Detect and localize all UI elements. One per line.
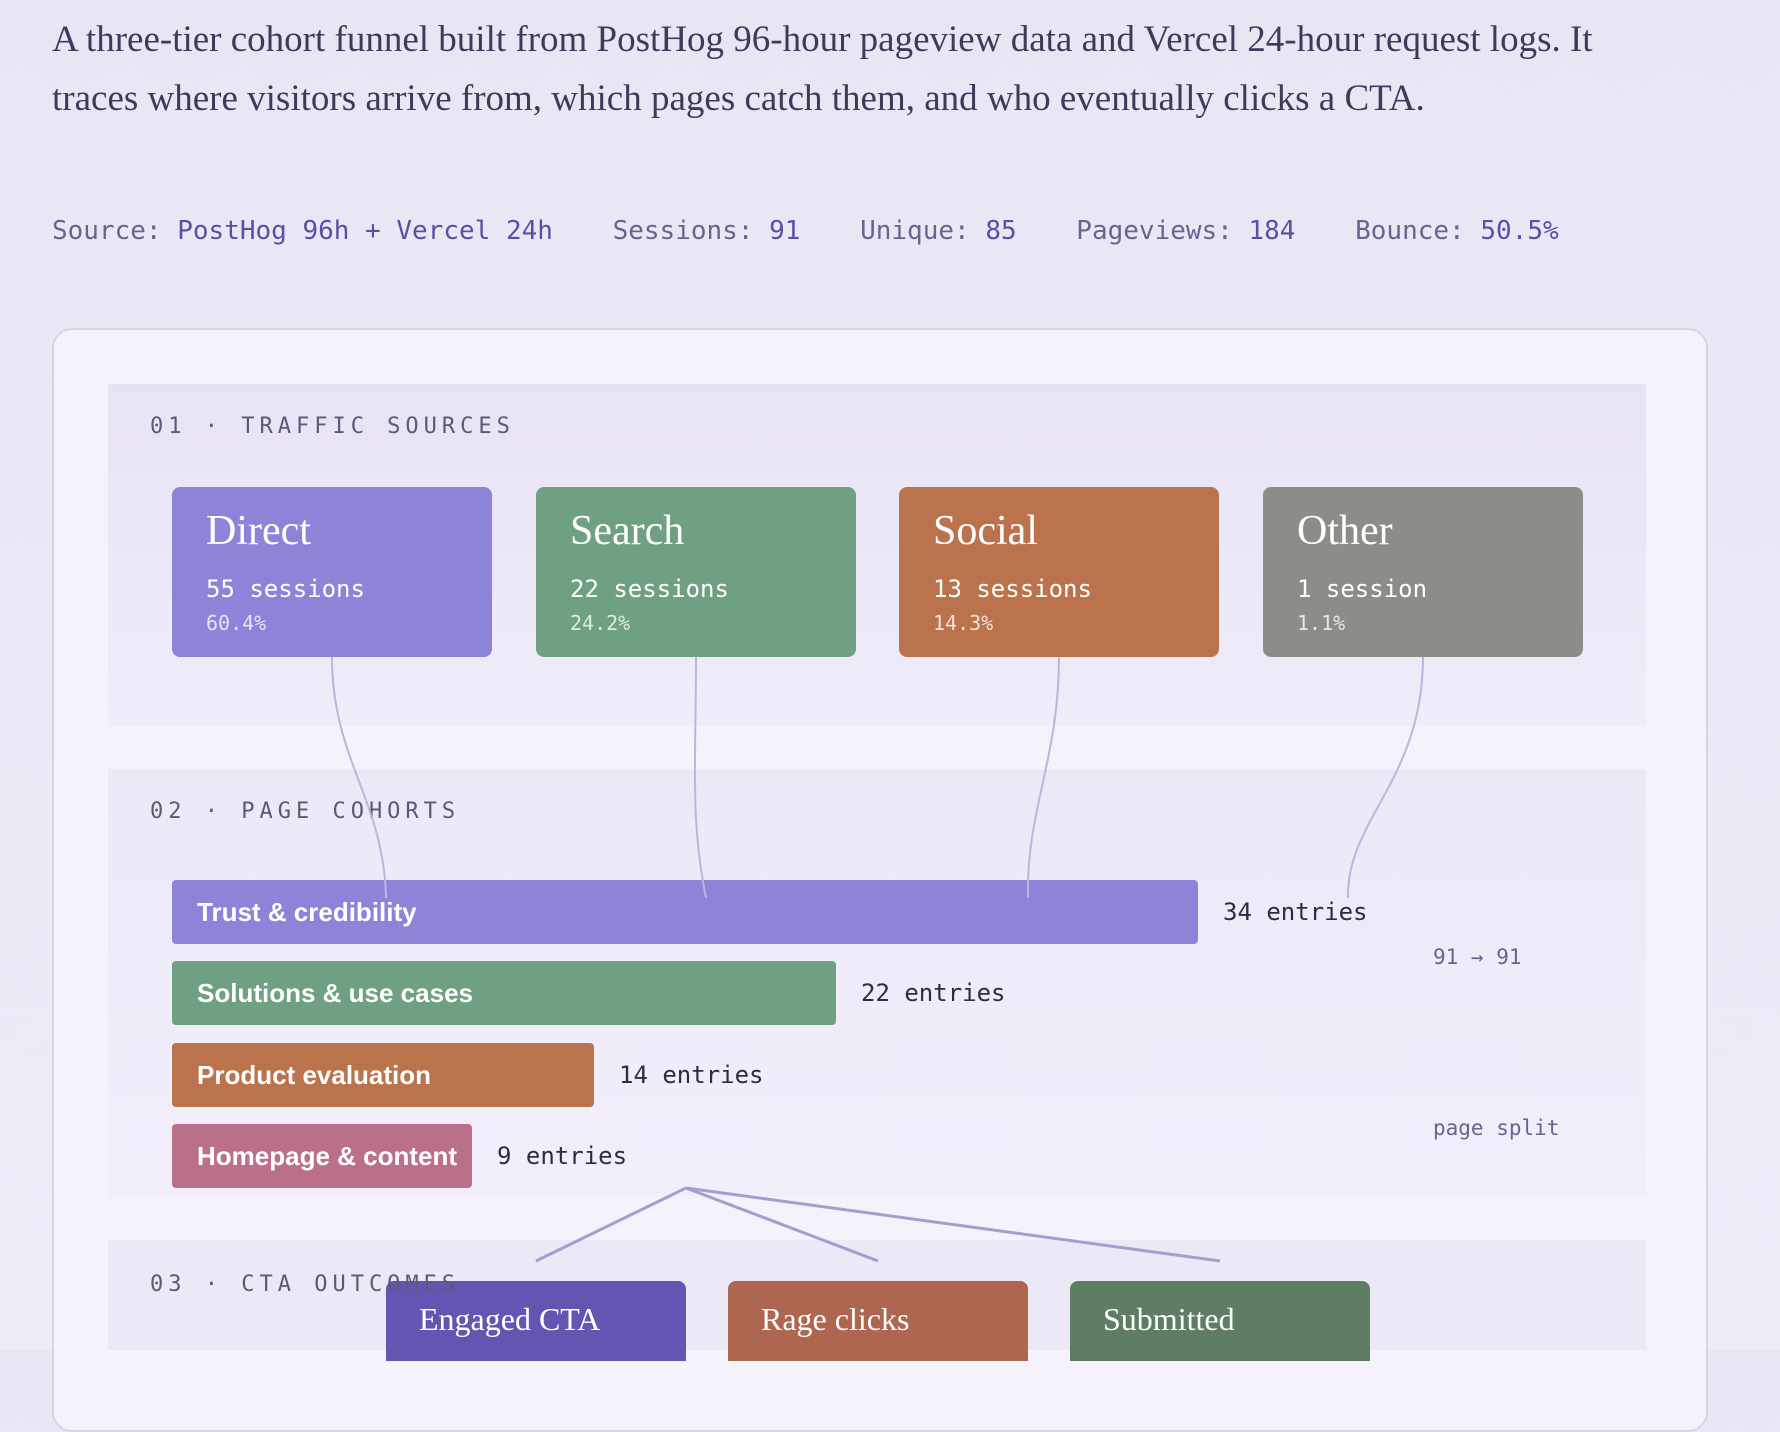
tier-label-sources: 01 · TRAFFIC SOURCES [150,414,515,439]
unique-value: 85 [985,216,1017,246]
source-name: Direct [206,508,311,554]
source-card-social[interactable]: Social 13 sessions 14.3% [899,487,1219,657]
tier-label-cohorts: 02 · PAGE COHORTS [150,799,461,824]
split-note: page split [1433,1116,1560,1140]
outcome-engaged-cta[interactable]: Engaged CTA [386,1281,686,1361]
cohort-count-homepage: 9 entries [497,1142,628,1170]
source-value: PostHog 96h + Vercel 24h [177,216,553,246]
source-name: Social [933,508,1038,554]
meta-line: Source: PostHog 96h + Vercel 24h Session… [52,216,1559,246]
outcome-rage-clicks[interactable]: Rage clicks [728,1281,1028,1361]
source-card-direct[interactable]: Direct 55 sessions 60.4% [172,487,492,657]
cohort-bar-trust[interactable]: Trust & credibility [172,880,1198,944]
source-percent: 24.2% [570,611,631,635]
source-sessions: 22 sessions [570,575,729,603]
source-sessions: 55 sessions [206,575,365,603]
source-name: Other [1297,508,1393,554]
cohort-bar-evaluation[interactable]: Product evaluation [172,1043,594,1107]
source-card-search[interactable]: Search 22 sessions 24.2% [536,487,856,657]
sessions-label: Sessions: [612,216,754,246]
flow-note: 91 → 91 [1433,945,1522,969]
source-label: Source: [52,216,162,246]
bounce-value: 50.5% [1480,216,1559,246]
cohort-bar-solutions[interactable]: Solutions & use cases [172,961,836,1025]
intro-paragraph: A three-tier cohort funnel built from Po… [52,19,1593,119]
source-card-other[interactable]: Other 1 session 1.1% [1263,487,1583,657]
pageviews-label: Pageviews: [1076,216,1233,246]
source-name: Search [570,508,685,554]
pageviews-value: 184 [1248,216,1296,246]
bounce-label: Bounce: [1355,216,1465,246]
sessions-value: 91 [769,216,801,246]
unique-label: Unique: [860,216,970,246]
cohort-count-trust: 34 entries [1223,898,1368,926]
source-sessions: 1 session [1297,575,1428,603]
cohort-bar-homepage[interactable]: Homepage & content [172,1124,472,1188]
source-percent: 60.4% [206,611,267,635]
tier-label-outcomes: 03 · CTA OUTCOMES [150,1272,461,1297]
source-percent: 1.1% [1297,611,1346,635]
outcome-submitted[interactable]: Submitted [1070,1281,1370,1361]
source-percent: 14.3% [933,611,994,635]
source-sessions: 13 sessions [933,575,1092,603]
cohort-count-solutions: 22 entries [861,979,1006,1007]
cohort-count-evaluation: 14 entries [619,1061,764,1089]
